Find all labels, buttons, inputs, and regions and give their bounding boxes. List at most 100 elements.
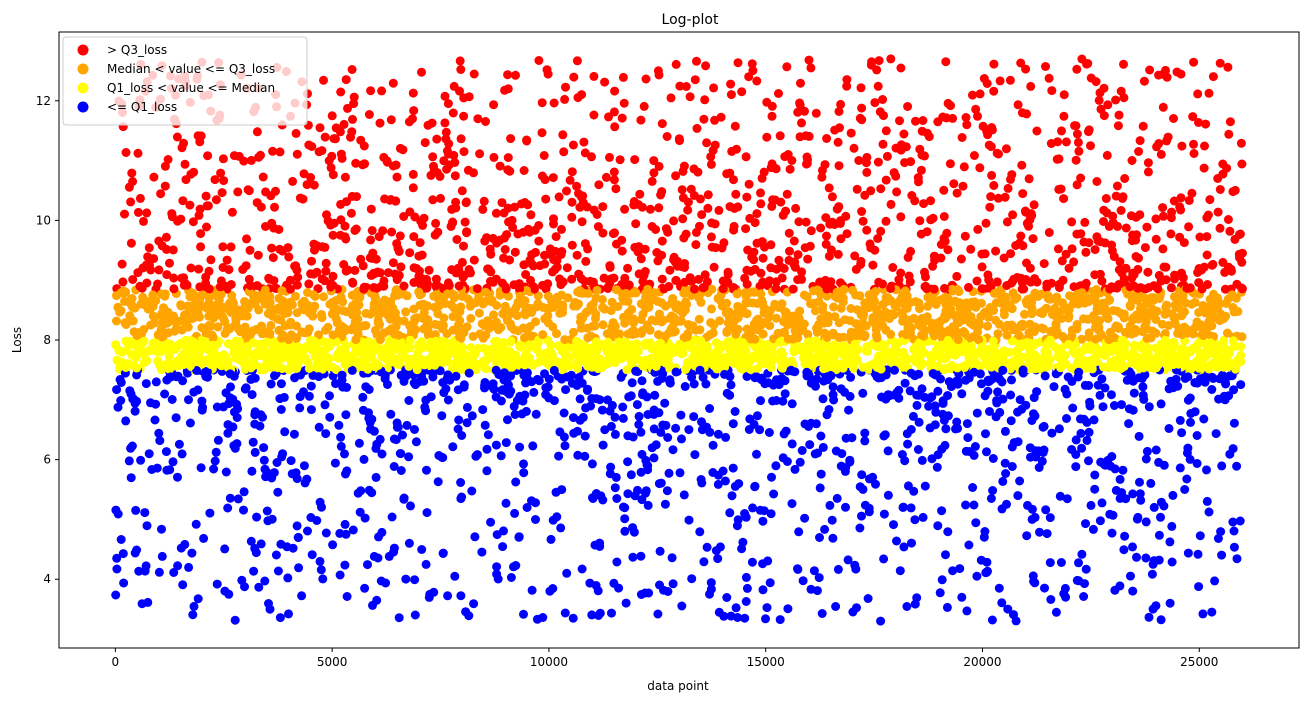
data-point xyxy=(1105,295,1115,305)
data-point xyxy=(389,547,399,557)
data-point xyxy=(321,528,331,538)
data-point xyxy=(177,273,187,283)
data-point xyxy=(154,428,164,438)
data-point xyxy=(992,148,1002,158)
data-point xyxy=(1171,312,1181,322)
data-point xyxy=(874,56,884,66)
data-point xyxy=(761,614,770,624)
data-point xyxy=(386,409,396,419)
data-point xyxy=(993,387,1003,397)
data-point xyxy=(289,429,299,439)
data-point xyxy=(317,242,327,252)
data-point xyxy=(1066,332,1076,342)
data-point xyxy=(1195,531,1205,541)
data-point xyxy=(733,58,743,68)
data-point xyxy=(609,175,619,185)
data-point xyxy=(540,259,550,269)
data-point xyxy=(870,319,880,329)
data-point xyxy=(501,498,511,508)
data-point xyxy=(1015,395,1025,405)
data-point xyxy=(947,284,957,294)
data-point xyxy=(1038,422,1048,432)
data-point xyxy=(543,311,553,321)
data-point xyxy=(766,263,776,273)
data-point xyxy=(1146,478,1156,488)
data-point xyxy=(469,255,479,265)
data-point xyxy=(188,610,198,620)
data-point xyxy=(649,409,659,419)
data-point xyxy=(703,190,713,200)
data-point xyxy=(612,557,622,567)
data-point xyxy=(319,292,328,302)
data-point xyxy=(233,187,243,197)
data-point xyxy=(130,398,140,408)
data-point xyxy=(309,339,319,349)
data-point xyxy=(652,353,662,363)
data-point xyxy=(606,421,616,431)
data-point xyxy=(341,341,351,351)
data-point xyxy=(1151,601,1161,611)
data-point xyxy=(1024,359,1034,369)
data-point xyxy=(151,377,161,387)
data-point xyxy=(883,490,893,500)
data-point xyxy=(500,245,510,254)
data-point xyxy=(260,576,270,586)
data-point xyxy=(566,370,576,380)
data-point xyxy=(466,301,475,311)
data-point xyxy=(915,354,925,364)
data-point xyxy=(160,291,170,301)
data-point xyxy=(689,164,699,174)
data-point xyxy=(298,194,308,204)
data-point xyxy=(805,344,815,354)
data-point xyxy=(1189,139,1198,149)
data-point xyxy=(896,63,906,73)
data-point xyxy=(1202,465,1211,475)
data-point xyxy=(1232,554,1242,564)
data-point xyxy=(802,159,812,168)
data-point xyxy=(1161,303,1171,313)
data-point xyxy=(587,610,597,620)
data-point xyxy=(811,419,821,429)
data-point xyxy=(597,295,607,304)
data-point xyxy=(478,405,488,415)
data-point xyxy=(460,217,470,227)
data-point xyxy=(939,233,949,243)
data-point xyxy=(249,354,259,364)
data-point xyxy=(567,240,577,250)
data-point xyxy=(558,130,568,140)
data-point xyxy=(914,417,924,427)
data-point xyxy=(1213,534,1223,543)
data-point xyxy=(833,249,843,259)
data-point xyxy=(204,284,214,294)
data-point xyxy=(1118,465,1128,475)
data-point xyxy=(1013,100,1023,110)
data-point xyxy=(609,167,619,177)
data-point xyxy=(348,278,358,288)
data-point xyxy=(1007,336,1017,346)
data-point xyxy=(218,242,228,252)
data-point xyxy=(725,390,735,400)
data-point xyxy=(321,266,331,276)
data-point xyxy=(492,562,502,572)
data-point xyxy=(1009,610,1018,620)
data-point xyxy=(782,189,792,199)
data-point xyxy=(987,170,997,180)
data-point xyxy=(1213,174,1223,183)
data-point xyxy=(1141,454,1151,464)
data-point xyxy=(961,375,971,385)
data-point xyxy=(588,304,598,314)
data-point xyxy=(404,538,414,548)
data-point xyxy=(1002,217,1012,227)
data-point xyxy=(442,289,452,299)
data-point xyxy=(911,341,921,351)
data-point xyxy=(767,201,777,211)
data-point xyxy=(830,125,840,135)
data-point xyxy=(929,284,939,294)
data-point xyxy=(449,81,459,91)
data-point xyxy=(714,607,724,617)
data-point xyxy=(821,239,831,249)
data-point xyxy=(241,383,251,393)
data-point xyxy=(649,424,659,434)
data-point xyxy=(1109,252,1119,262)
